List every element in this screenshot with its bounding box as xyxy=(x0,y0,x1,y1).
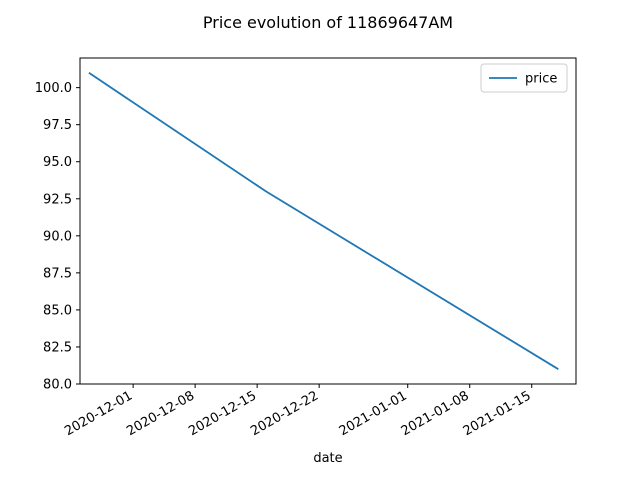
x-tick-label: 2021-01-08 xyxy=(399,388,472,439)
x-tick-label: 2020-12-01 xyxy=(62,388,135,439)
series-line-price xyxy=(88,72,559,370)
legend: price xyxy=(480,63,568,93)
plot-area: 80.0 82.5 85.0 87.5 90.0 92.5 95.0 97.5 100.0 202… xyxy=(35,57,577,439)
plot-frame xyxy=(79,57,577,385)
legend-label-price: price xyxy=(525,72,557,87)
y-tick-label: 82.5 xyxy=(43,340,72,355)
x-tick-label: 2020-12-15 xyxy=(186,388,259,439)
y-tick-label: 95.0 xyxy=(43,155,72,170)
chart-title: Price evolution of 11869647AM xyxy=(203,13,453,32)
x-axis-label: date xyxy=(313,451,342,466)
y-tick-label: 87.5 xyxy=(43,266,72,281)
y-tick-label: 97.5 xyxy=(43,118,72,133)
y-tick-label: 90.0 xyxy=(43,229,72,244)
y-tick-label: 100.0 xyxy=(35,81,72,96)
x-tick-label: 2021-01-01 xyxy=(337,388,410,439)
x-tick-label: 2021-01-15 xyxy=(461,388,534,439)
legend-box xyxy=(480,63,568,93)
y-tick-label: 85.0 xyxy=(43,303,72,318)
y-tick-label: 80.0 xyxy=(43,378,72,393)
x-tick-label: 2020-12-22 xyxy=(248,388,321,439)
x-tick-label: 2020-12-08 xyxy=(124,388,197,439)
y-tick-label: 92.5 xyxy=(43,192,72,207)
